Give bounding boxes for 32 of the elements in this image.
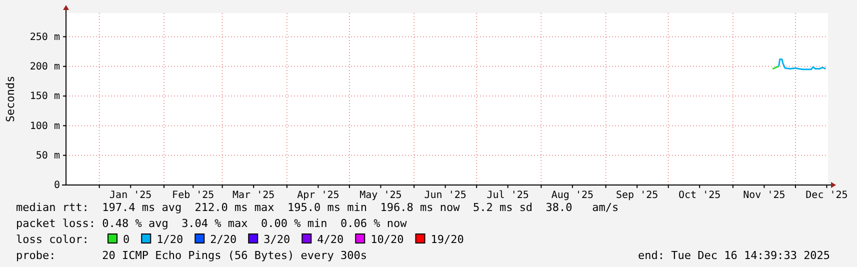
x-tick-label: Nov '25 (743, 190, 786, 202)
x-tick-label: Apr '25 (297, 190, 340, 202)
legend-label: 2/20 (210, 233, 237, 246)
text: median rtt: 197.4 ms avg 212.0 ms max 195.0 ms min 196.8 ms now 5.2 ms sd 38.0 am/s (16, 201, 619, 214)
y-tick-label: 250 m (30, 32, 60, 43)
y-tick-label: 100 m (30, 120, 60, 132)
x-tick-label: Jan '25 (110, 190, 152, 202)
x-tick-label: Oct '25 (678, 190, 721, 202)
x-tick-label: Aug '25 (551, 190, 594, 202)
text: end: Tue Dec 16 14:39:33 2025 (638, 249, 830, 262)
legend-label: 4/20 (317, 233, 344, 246)
legend-label: 10/20 (370, 233, 404, 246)
line-series (778, 58, 826, 70)
y-tick-label: 200 m (30, 62, 60, 73)
y-tick-label: 50 m (36, 150, 60, 162)
x-tick-label: Jun '25 (424, 190, 466, 202)
x-tick-label: Mar '25 (232, 190, 275, 202)
legend-label: 0 (123, 233, 130, 246)
x-tick-label: Dec '25 (806, 190, 848, 202)
legend-label: 19/20 (430, 233, 464, 246)
x-tick-label: Feb '25 (172, 190, 214, 202)
legend-label: 1/20 (156, 233, 184, 246)
legend-label: 3/20 (264, 233, 290, 246)
legend-title: loss color: (16, 233, 89, 246)
y-tick-label: 150 m (30, 91, 60, 102)
x-tick-label: Jul '25 (486, 190, 529, 202)
x-tick-label: May '25 (360, 190, 402, 202)
text: probe: 20 ICMP Echo Pings (56 Bytes) every 300s (16, 249, 367, 262)
x-tick-label: Sep '25 (616, 190, 658, 202)
y-axis-title: Seconds (4, 76, 17, 122)
text: packet loss: 0.48 % avg 3.04 % max 0.00 % min 0.06 % now (16, 217, 408, 230)
y-tick-label: 0 (54, 180, 60, 192)
